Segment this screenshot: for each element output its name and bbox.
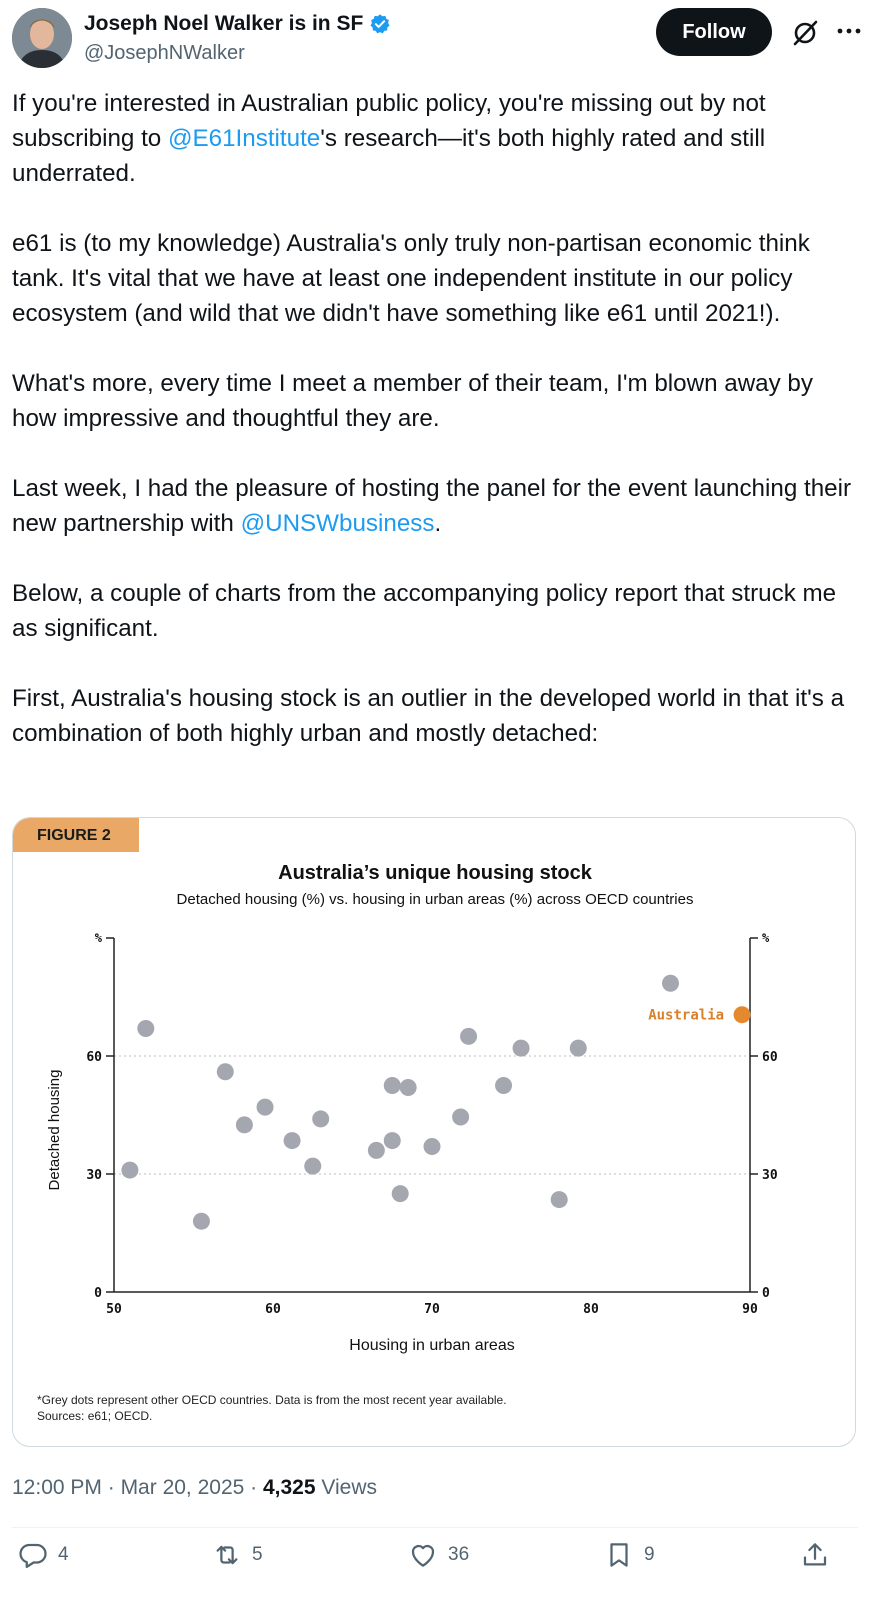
- tweet-paragraph: Below, a couple of charts from the accom…: [12, 580, 837, 642]
- data-point: [256, 1098, 274, 1116]
- x-axis-title: Housing in urban areas: [349, 1337, 514, 1354]
- data-point: [235, 1116, 253, 1134]
- bookmark-button[interactable]: 9: [604, 1540, 655, 1570]
- display-name[interactable]: Joseph Noel Walker is in SF: [84, 12, 391, 36]
- x-tick-label: 70: [424, 1302, 440, 1317]
- tweet-date[interactable]: Mar 20, 2025: [120, 1476, 245, 1499]
- grok-icon[interactable]: [790, 18, 820, 48]
- y-tick-label: 0: [94, 1286, 102, 1301]
- avatar[interactable]: [12, 8, 72, 68]
- x-tick-label: 60: [265, 1302, 281, 1317]
- tweet-text-segment: .: [434, 510, 442, 537]
- data-point: [423, 1137, 441, 1155]
- reply-count: 4: [58, 1544, 69, 1565]
- y-tick-label: 60: [762, 1050, 778, 1065]
- mention-link-e61[interactable]: @E61Institute: [167, 125, 321, 152]
- tweet-paragraph: What's more, every time I meet a member …: [12, 370, 813, 432]
- data-point: [383, 1132, 401, 1150]
- data-point: [137, 1019, 155, 1037]
- tweet-text-segment: Last week, I had the pleasure of hosting…: [12, 475, 852, 537]
- repost-icon: [216, 1545, 238, 1565]
- repost-count: 5: [252, 1544, 263, 1565]
- data-point: [304, 1157, 322, 1175]
- data-point: [216, 1063, 234, 1081]
- tweet-paragraph: First, Australia's housing stock is an o…: [12, 685, 845, 747]
- y-unit-label: %: [95, 931, 103, 945]
- bookmark-count: 9: [644, 1544, 655, 1565]
- sources-text: Sources: e61; OECD.: [37, 1409, 153, 1423]
- verified-badge-icon: [370, 14, 390, 34]
- like-count: 36: [448, 1544, 470, 1565]
- data-point: [569, 1039, 587, 1057]
- chart-footnote: *Grey dots represent other OECD countrie…: [37, 1392, 507, 1424]
- y-tick-label: 60: [86, 1050, 102, 1065]
- tweet-paragraph: Last week, I had the pleasure of hosting…: [12, 471, 864, 541]
- y-unit-label: %: [762, 931, 770, 945]
- media-card[interactable]: FIGURE 2 Australia’s unique housing stoc…: [12, 817, 856, 1447]
- tweet-paragraph: e61 is (to my knowledge) Australia's onl…: [12, 230, 810, 327]
- y-tick-label: 30: [762, 1168, 778, 1183]
- y-tick-label: 0: [762, 1286, 770, 1301]
- views-count: 4,325: [262, 1476, 316, 1499]
- mention-link-unsw[interactable]: @UNSWbusiness: [240, 510, 435, 537]
- data-point: [452, 1108, 470, 1126]
- data-point: [460, 1027, 478, 1045]
- y-tick-label: 30: [86, 1168, 102, 1183]
- like-icon: [411, 1544, 435, 1567]
- tweet-time[interactable]: 12:00 PM: [12, 1476, 102, 1499]
- data-point: [383, 1077, 401, 1094]
- tweet-text: If you're interested in Australian publi…: [12, 86, 864, 751]
- meta-separator: ·: [250, 1476, 263, 1499]
- tweet-header: Joseph Noel Walker is in SF @JosephNWalk…: [12, 8, 862, 70]
- footnote-text: *Grey dots represent other OECD countrie…: [37, 1393, 507, 1407]
- figure-tag: FIGURE 2: [13, 818, 139, 852]
- divider: [12, 1527, 858, 1528]
- like-button[interactable]: 36: [408, 1540, 469, 1570]
- data-point: [512, 1039, 530, 1057]
- follow-button[interactable]: Follow: [656, 8, 772, 56]
- data-point: [367, 1141, 385, 1159]
- tweet-text-segment: 's research—it's both highly rated and s…: [12, 125, 766, 187]
- chart-title: Australia’s unique housing stock: [278, 862, 592, 884]
- data-point: [550, 1191, 568, 1209]
- data-point: [121, 1161, 139, 1179]
- data-point: [192, 1212, 210, 1230]
- meta-separator: ·: [107, 1476, 121, 1499]
- share-button[interactable]: [800, 1540, 830, 1570]
- bookmark-icon: [610, 1543, 628, 1567]
- data-point: [495, 1077, 513, 1094]
- data-point: [283, 1132, 301, 1150]
- tweet-paragraph: If you're interested in Australian publi…: [12, 86, 864, 191]
- repost-button[interactable]: 5: [212, 1540, 263, 1570]
- data-point-australia: [733, 1006, 751, 1024]
- share-icon: [803, 1543, 827, 1566]
- views-label: Views: [321, 1476, 378, 1499]
- scatter-chart: 0 0 30 30 60 60% % 50 60 70 80 90 Housing in urban a…: [46, 931, 778, 1354]
- tweet-meta: 12:00 PM · Mar 20, 2025 · 4,325 Views: [12, 1476, 377, 1500]
- data-point: [662, 974, 679, 992]
- x-tick-label: 90: [742, 1302, 758, 1317]
- reply-button[interactable]: 4: [18, 1540, 69, 1570]
- point-label-australia: Australia: [648, 1008, 724, 1024]
- data-point: [391, 1185, 409, 1203]
- chart-subtitle: Detached housing (%) vs. housing in urba…: [176, 891, 694, 908]
- user-handle[interactable]: @JosephNWalker: [84, 42, 245, 64]
- x-tick-label: 80: [583, 1302, 599, 1317]
- tweet-text-segment: If you're interested in Australian publi…: [12, 90, 766, 152]
- reply-icon: [19, 1543, 47, 1568]
- x-tick-label: 50: [106, 1302, 122, 1317]
- data-point: [399, 1078, 417, 1096]
- more-icon[interactable]: [836, 18, 862, 44]
- display-name-text[interactable]: Joseph Noel Walker is in SF: [84, 12, 364, 35]
- y-axis-title: Detached housing: [46, 1070, 63, 1191]
- action-bar: 4 5 36 9: [12, 1540, 858, 1584]
- data-point: [312, 1110, 330, 1128]
